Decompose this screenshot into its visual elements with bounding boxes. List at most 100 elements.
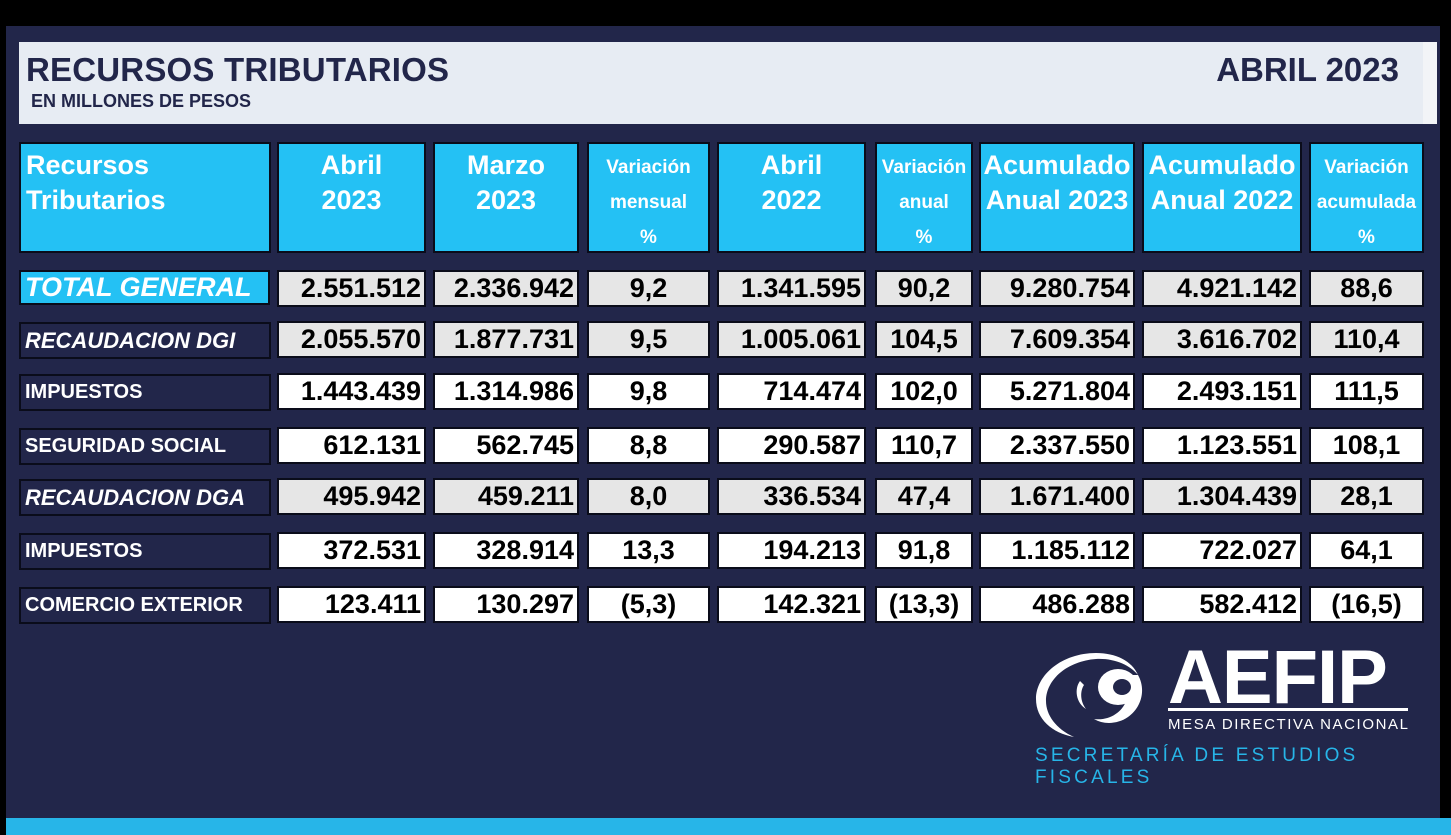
- table-cell: 102,0: [875, 373, 973, 410]
- column-header-text: Variación: [1324, 157, 1409, 178]
- table-cell: 1.314.986: [433, 373, 579, 410]
- column-header-text: mensual: [609, 192, 688, 213]
- table-cell: (13,3): [875, 586, 973, 623]
- table-cell: 13,3: [587, 532, 710, 569]
- column-header-text: Acumulado: [983, 150, 1131, 180]
- title-bar-edge: [1423, 42, 1437, 124]
- row-label: IMPUESTOS: [19, 374, 271, 411]
- table-cell: 722.027: [1142, 532, 1302, 569]
- table-cell: 110,7: [875, 427, 973, 464]
- row-label: IMPUESTOS: [19, 533, 271, 570]
- column-header: Abril 2023: [277, 142, 426, 253]
- page-subtitle: EN MILLONES DE PESOS: [31, 91, 252, 111]
- table-cell: 111,5: [1309, 373, 1424, 410]
- table-cell: 64,1: [1309, 532, 1424, 569]
- table-cell: 2.551.512: [277, 270, 426, 307]
- table-cell: 4.921.142: [1142, 270, 1302, 307]
- table-cell: 194.213: [717, 532, 866, 569]
- column-header-text: Recursos: [26, 150, 150, 180]
- table-cell: 5.271.804: [979, 373, 1135, 410]
- table-cell: 562.745: [433, 427, 579, 464]
- table-cell: 3.616.702: [1142, 321, 1302, 358]
- table-cell: 486.288: [979, 586, 1135, 623]
- column-header-text: 2022: [761, 185, 822, 215]
- table-cell: 1.877.731: [433, 321, 579, 358]
- logo-divider: [1168, 708, 1408, 711]
- page-title: RECURSOS TRIBUTARIOS: [26, 51, 450, 88]
- table-cell: 1.341.595: [717, 270, 866, 307]
- logo-department: SECRETARÍA DE ESTUDIOS FISCALES: [1035, 745, 1359, 788]
- table-cell: 8,8: [587, 427, 710, 464]
- column-header-text: 2023: [321, 185, 382, 215]
- table-cell: 142.321: [717, 586, 866, 623]
- row-label: RECAUDACION DGA: [19, 479, 271, 516]
- column-header: Acumulado Anual 2023: [979, 142, 1135, 253]
- table-cell: 372.531: [277, 532, 426, 569]
- column-header-text: Anual 2023: [985, 185, 1129, 215]
- column-header: Marzo 2023: [433, 142, 579, 253]
- column-header-text: Abril: [760, 150, 823, 180]
- table-cell: 459.211: [433, 478, 579, 515]
- title-bar: [19, 42, 1423, 124]
- table-cell: 290.587: [717, 427, 866, 464]
- table-cell: 104,5: [875, 321, 973, 358]
- column-header-text: Anual 2022: [1150, 185, 1294, 215]
- column-header: Variación mensual%: [587, 142, 710, 253]
- table-cell: 1.185.112: [979, 532, 1135, 569]
- table-cell: 714.474: [717, 373, 866, 410]
- column-header-text: Variación: [606, 157, 691, 178]
- table-cell: 123.411: [277, 586, 426, 623]
- table-cell: 328.914: [433, 532, 579, 569]
- table-cell: 88,6: [1309, 270, 1424, 307]
- table-cell: 110,4: [1309, 321, 1424, 358]
- table-cell: 1.123.551: [1142, 427, 1302, 464]
- table-cell: 91,8: [875, 532, 973, 569]
- column-header-text: 2023: [475, 185, 537, 215]
- table-cell: 2.337.550: [979, 427, 1135, 464]
- column-header-text: %: [640, 227, 657, 248]
- column-header-text: Acumulado: [1148, 150, 1296, 180]
- table-cell: 28,1: [1309, 478, 1424, 515]
- row-label: TOTAL GENERAL: [19, 270, 270, 305]
- table-cell: 9,2: [587, 270, 710, 307]
- table-cell: 582.412: [1142, 586, 1302, 623]
- table-cell: 7.609.354: [979, 321, 1135, 358]
- column-header-text: anual: [899, 192, 949, 213]
- table-cell: 612.131: [277, 427, 426, 464]
- bottom-accent-bar: [6, 818, 1451, 835]
- column-header-text: Marzo: [466, 150, 545, 180]
- logo-tagline: MESA DIRECTIVA NACIONAL: [1168, 716, 1410, 733]
- table-cell: 90,2: [875, 270, 973, 307]
- logo-wordmark: AEFIP: [1168, 635, 1388, 720]
- column-header-text: Variación: [881, 157, 967, 178]
- table-cell: 2.055.570: [277, 321, 426, 358]
- table-cell: 495.942: [277, 478, 426, 515]
- row-label: RECAUDACION DGI: [19, 322, 271, 359]
- table-cell: 2.493.151: [1142, 373, 1302, 410]
- table-cell: 108,1: [1309, 427, 1424, 464]
- table-cell: 9.280.754: [979, 270, 1135, 307]
- table-cell: 8,0: [587, 478, 710, 515]
- table-cell: 1.443.439: [277, 373, 426, 410]
- table-cell: 2.336.942: [433, 270, 579, 307]
- table-cell: 336.534: [717, 478, 866, 515]
- column-header-text: %: [915, 227, 933, 248]
- table-cell: 9,5: [587, 321, 710, 358]
- column-header: Recursos Tributarios: [19, 142, 271, 253]
- column-header-text: Tributarios: [26, 185, 166, 215]
- table-cell: 130.297: [433, 586, 579, 623]
- row-label: SEGURIDAD SOCIAL: [19, 428, 271, 465]
- table-cell: (5,3): [587, 586, 710, 623]
- aefip-emblem-icon: [1036, 653, 1143, 737]
- report-period: ABRIL 2023: [1216, 51, 1399, 88]
- column-header: Acumulado Anual 2022: [1142, 142, 1302, 253]
- table-cell: 1.304.439: [1142, 478, 1302, 515]
- table-cell: (16,5): [1309, 586, 1424, 623]
- column-header: Variación acumulada%: [1309, 142, 1424, 253]
- column-header-text: acumulada: [1316, 192, 1417, 213]
- row-label: COMERCIO EXTERIOR: [19, 587, 271, 624]
- column-header-text: %: [1358, 227, 1375, 248]
- table-cell: 1.671.400: [979, 478, 1135, 515]
- table-cell: 9,8: [587, 373, 710, 410]
- table-cell: 47,4: [875, 478, 973, 515]
